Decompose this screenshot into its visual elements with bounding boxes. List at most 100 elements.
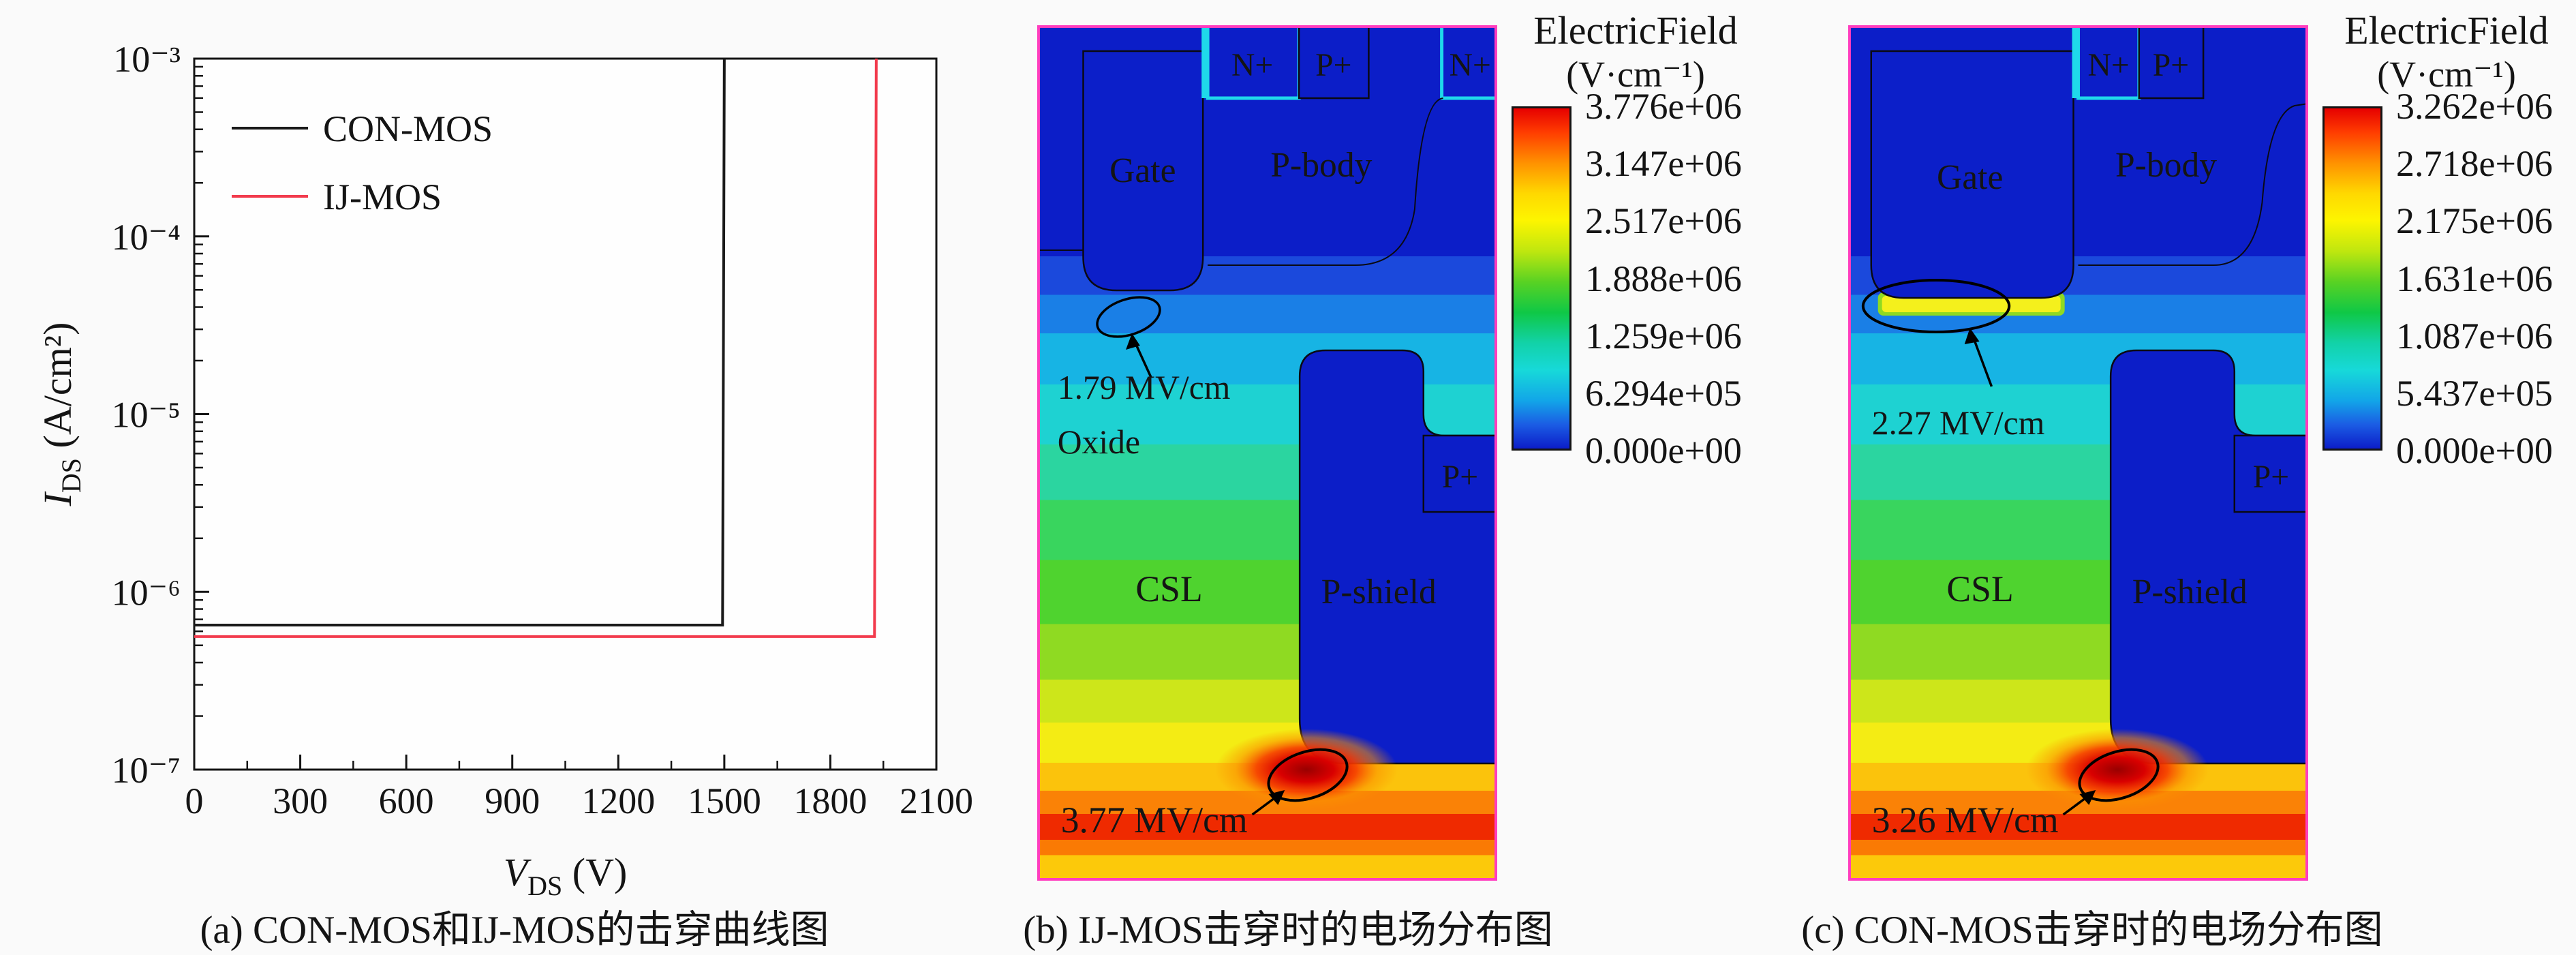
panel-breakdown-chart: 0 300 600 900 1200 1500 1800 2100 10⁻³ 10⁻⁴ 10⁻⁵ 10…	[0, 0, 1002, 955]
field-hotspot	[2026, 729, 2209, 810]
p-plus-top-label: P+	[1315, 47, 1351, 83]
colorbar-tick: 3.262e+06	[2396, 86, 2553, 127]
p-plus-top-label: P+	[2153, 47, 2189, 83]
annotation-ellipse	[1861, 279, 2011, 333]
p-plus-right-label: P+	[1442, 459, 1478, 495]
gate-label: Gate	[1109, 151, 1176, 190]
p-plus-right-region	[1422, 434, 1497, 513]
annotation-arrowhead	[1268, 790, 1285, 805]
y-tick-label: 10⁻⁴	[112, 217, 181, 258]
gate-oxide-strip	[2072, 25, 2079, 98]
oxide-field-strip	[1882, 296, 2061, 312]
annotation-ellipse	[1096, 296, 1161, 338]
colorbar-title: ElectricField	[1533, 8, 1738, 52]
colorbar-gradient	[1512, 106, 1571, 451]
oxide-peak-annotation	[1096, 296, 1161, 378]
colorbar-tick: 6.294e+05	[1585, 372, 1742, 414]
colorbar-tick: 2.718e+06	[2396, 143, 2553, 185]
contour-lines	[2078, 103, 2308, 266]
oxide-peak-label: 2.27 MV/cm	[1872, 404, 2045, 442]
x-tick-label: 1200	[581, 780, 655, 821]
panel-border	[1848, 25, 2308, 881]
annotation-arrowhead	[1964, 328, 1980, 344]
p-body-label: P-body	[2115, 146, 2217, 185]
x-tick-label: 900	[485, 780, 540, 821]
field-hotspot	[1215, 729, 1398, 810]
p-plus-top-region	[1298, 25, 1370, 100]
y-tick-label: 10⁻³	[113, 39, 181, 80]
annotation-arrowhead	[1126, 333, 1140, 350]
field-map-conmos: Gate N+ P+ P-body 2.27 MV/cm CSL P-shiel…	[1848, 25, 2308, 881]
p-plus-right-label: P+	[2253, 459, 2289, 495]
n-plus-left-label: N+	[1231, 47, 1273, 83]
oxide-peak-label: 1.79 MV/cm	[1058, 369, 1231, 406]
x-tick-label: 300	[273, 780, 328, 821]
colorbar-gradient	[2322, 106, 2382, 451]
oxide-peak-annotation	[1861, 279, 2011, 387]
p-plus-top-region	[2138, 25, 2205, 100]
y-tick-label: 10⁻⁵	[112, 395, 181, 436]
colorbar-conmos: ElectricField (V·cm⁻¹) 3.262e+06 2.718e+…	[2317, 8, 2576, 471]
p-shield-label: P-shield	[2132, 573, 2248, 611]
y-tick-label: 10⁻⁶	[112, 572, 181, 613]
bulk-peak-label: 3.26 MV/cm	[1872, 800, 2059, 840]
caption-a: (a) CON-MOS和IJ-MOS的击穿曲线图	[200, 909, 829, 952]
csl-label: CSL	[1946, 569, 2013, 609]
annotation-ellipse	[1267, 748, 1349, 802]
panel-border	[1037, 25, 1497, 881]
field-map-ijmos: Gate N+ P+ N+ P-body 1.79 MV/cm Oxide CS…	[1037, 25, 1497, 881]
gate-label: Gate	[1937, 158, 2003, 197]
x-tick-label: 1500	[688, 780, 761, 821]
colorbar-tick: 2.517e+06	[1585, 200, 1742, 242]
x-axis-title: VDS (V)	[504, 850, 628, 901]
series-con-mos	[194, 58, 726, 627]
p-shield-label: P-shield	[1321, 573, 1437, 611]
y-axis: 10⁻³ 10⁻⁴ 10⁻⁵ 10⁻⁶ 10⁻⁷	[112, 39, 209, 791]
colorbar-tick: 3.776e+06	[1585, 86, 1742, 127]
n-plus-label: N+	[2088, 47, 2130, 83]
colorbar-tick: 1.259e+06	[1585, 315, 1742, 357]
annotation-ellipse	[2078, 748, 2160, 802]
series-ij-mos	[194, 58, 878, 638]
gate-oxide-strip	[1201, 25, 1208, 98]
colorbar-ticks: 3.776e+06 3.147e+06 2.517e+06 1.888e+06 …	[1585, 86, 1762, 471]
colorbar-units: (V·cm⁻¹)	[1566, 54, 1705, 95]
panel-field-conmos: Gate N+ P+ P-body 2.27 MV/cm CSL P-shiel…	[1801, 0, 2576, 955]
annotation-arrow	[1134, 342, 1152, 378]
colorbar-tick: 0.000e+00	[2396, 430, 2553, 471]
x-tick-label: 2100	[900, 780, 973, 821]
legend-label: CON-MOS	[323, 108, 493, 149]
x-axis: 0 300 600 900 1200 1500 1800 2100	[185, 755, 973, 821]
n-plus-right-label: N+	[1450, 47, 1491, 83]
legend-label: IJ-MOS	[323, 177, 442, 217]
x-tick-label: 1800	[793, 780, 867, 821]
caption-c: (c) CON-MOS击穿时的电场分布图	[1801, 909, 2383, 952]
series-lines	[194, 58, 878, 638]
y-tick-label: 10⁻⁷	[112, 750, 181, 791]
colorbar-units: (V·cm⁻¹)	[2377, 54, 2516, 95]
x-tick-label: 0	[185, 780, 204, 821]
p-plus-right-region	[2233, 434, 2308, 513]
n-plus-region	[2076, 25, 2141, 100]
plot-frame	[193, 57, 938, 771]
colorbar-tick: 1.888e+06	[1585, 258, 1742, 299]
colorbar-ticks: 3.262e+06 2.718e+06 2.175e+06 1.631e+06 …	[2396, 86, 2573, 471]
colorbar-tick: 0.000e+00	[1585, 430, 1742, 471]
colorbar-tick: 2.175e+06	[2396, 200, 2553, 242]
annotation-arrow	[1972, 337, 1993, 387]
csl-label: CSL	[1135, 569, 1202, 609]
colorbar-tick: 1.631e+06	[2396, 258, 2553, 299]
p-body-label: P-body	[1270, 146, 1372, 185]
colorbar-ijmos: ElectricField (V·cm⁻¹) 3.776e+06 3.147e+…	[1506, 8, 1765, 471]
legend: CON-MOS IJ-MOS	[232, 108, 493, 217]
oxide-label: Oxide	[1058, 423, 1140, 461]
panel-field-ijmos: Gate N+ P+ N+ P-body 1.79 MV/cm Oxide CS…	[1002, 0, 1840, 955]
colorbar-tick: 5.437e+05	[2396, 372, 2553, 414]
colorbar-tick: 3.147e+06	[1585, 143, 1742, 185]
gate-region	[1082, 50, 1204, 292]
annotation-arrowhead	[2079, 790, 2096, 805]
n-plus-left-region	[1206, 25, 1301, 100]
y-axis-title: IDS (A/cm²)	[35, 322, 87, 507]
colorbar-title: ElectricField	[2344, 8, 2549, 52]
n-plus-right-region	[1440, 25, 1497, 100]
